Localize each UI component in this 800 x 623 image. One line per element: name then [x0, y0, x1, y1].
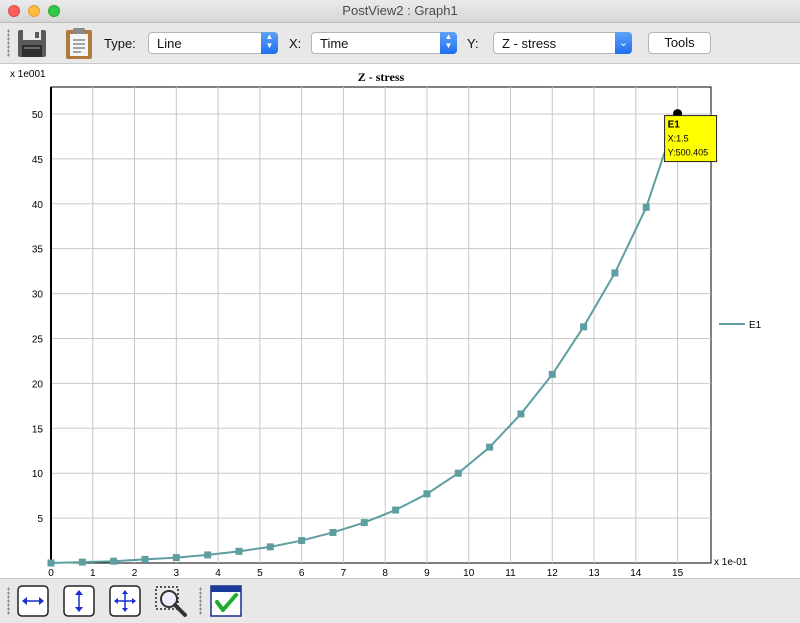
toolbar-grip[interactable]	[199, 587, 202, 615]
data-point-marker[interactable]	[486, 443, 494, 451]
magnifier-icon	[155, 586, 187, 617]
y-select[interactable]: Z - stress ⌄	[493, 32, 632, 54]
data-point-marker[interactable]	[423, 490, 431, 498]
toolbar-grip[interactable]	[7, 587, 10, 615]
x-tick-label: 9	[424, 568, 430, 578]
checkmark-icon	[210, 585, 242, 617]
y-select-value: Z - stress	[502, 36, 557, 51]
data-point-marker[interactable]	[611, 269, 619, 277]
x-tick-label: 6	[299, 568, 305, 578]
type-select[interactable]: Line ▲ ▼	[148, 32, 278, 54]
y-tick-label: 40	[32, 200, 44, 211]
save-button[interactable]	[15, 27, 49, 62]
data-point-marker[interactable]	[141, 555, 149, 563]
zoom-window-button[interactable]	[48, 5, 60, 17]
x-tick-label: 0	[48, 568, 54, 578]
x-tick-label: 14	[630, 568, 642, 578]
tooltip-series: E1	[668, 120, 681, 131]
data-point-marker[interactable]	[204, 551, 212, 559]
bottom-toolbar	[0, 578, 800, 623]
vertical-arrows-icon	[63, 585, 95, 617]
y-tick-label: 35	[32, 245, 44, 256]
legend-label: E1	[749, 320, 762, 331]
y-tick-label: 30	[32, 290, 44, 301]
x-tick-label: 10	[463, 568, 475, 578]
x-tick-label: 11	[505, 568, 516, 578]
x-tick-label: 8	[382, 568, 388, 578]
type-select-value: Line	[157, 36, 182, 51]
data-point-marker[interactable]	[298, 537, 306, 545]
minimize-window-button[interactable]	[28, 5, 40, 17]
y-tick-label: 20	[32, 379, 44, 390]
accept-button[interactable]	[210, 585, 242, 617]
data-point-marker[interactable]	[580, 323, 588, 331]
data-point-marker[interactable]	[329, 528, 337, 536]
x-tick-label: 2	[132, 568, 138, 578]
data-point-marker[interactable]	[392, 506, 400, 514]
floppy-disk-icon	[18, 30, 46, 57]
x-tick-label: 5	[257, 568, 263, 578]
updown-arrows-icon: ▲ ▼	[440, 32, 457, 54]
x-select-value: Time	[320, 36, 349, 51]
line-chart[interactable]: 0 1 2 3 4 5 6 7 8 9 10 11 12 13 14 15510152025303540455…	[0, 64, 800, 579]
data-point-marker[interactable]	[548, 370, 556, 378]
y-tick-label: 25	[32, 334, 44, 345]
x-label: X:	[289, 36, 302, 51]
type-label: Type:	[104, 36, 136, 51]
data-point-marker[interactable]	[110, 557, 118, 565]
y-tick-label: 5	[37, 514, 43, 525]
x-tick-label: 15	[672, 568, 684, 578]
copy-to-clipboard-button[interactable]	[62, 26, 96, 63]
x-tick-label: 12	[547, 568, 559, 578]
y-label: Y:	[467, 36, 479, 51]
window-title: PostView2 : Graph1	[342, 3, 458, 18]
top-toolbar: Type: Line ▲ ▼ X: Time ▲ ▼ Y: Z - stress ⌄…	[0, 23, 800, 64]
chart-title: Z - stress	[358, 70, 405, 84]
plot-frame	[50, 86, 712, 564]
x-tick-label: 3	[174, 568, 180, 578]
zoom-y-button[interactable]	[63, 585, 95, 617]
chevron-down-icon: ⌄	[615, 32, 632, 54]
horizontal-arrows-icon	[17, 585, 49, 617]
plot-area[interactable]: 0 1 2 3 4 5 6 7 8 9 10 11 12 13 14 15 5 10 15 20 25 30 35 40 45 5…	[0, 64, 800, 579]
x-tick-label: 4	[215, 568, 221, 578]
clipboard-icon	[66, 28, 92, 59]
tooltip-x: X:1.5	[668, 134, 689, 144]
close-window-button[interactable]	[8, 5, 20, 17]
updown-arrows-icon: ▲ ▼	[261, 32, 278, 54]
title-bar: PostView2 : Graph1	[0, 0, 800, 23]
data-point-marker[interactable]	[78, 558, 86, 566]
y-tick-label: 15	[32, 424, 44, 435]
x-scale-label: x 1e-01	[714, 557, 748, 568]
data-point-marker[interactable]	[47, 559, 55, 567]
zoom-fit-button[interactable]	[109, 585, 141, 617]
data-point-marker[interactable]	[360, 519, 368, 527]
toolbar-grip[interactable]	[7, 29, 10, 57]
y-tick-label: 45	[32, 155, 44, 166]
data-point-marker[interactable]	[172, 554, 180, 562]
tooltip-y: Y:500.405	[668, 148, 709, 158]
data-point-marker[interactable]	[517, 410, 525, 418]
zoom-x-button[interactable]	[17, 585, 49, 617]
data-point-marker[interactable]	[454, 469, 462, 477]
y-tick-label: 10	[32, 469, 44, 480]
x-tick-label: 13	[588, 568, 600, 578]
data-point-marker[interactable]	[235, 547, 243, 555]
data-point-marker[interactable]	[266, 543, 274, 551]
data-point-marker[interactable]	[642, 203, 650, 211]
zoom-rect-button[interactable]	[154, 585, 187, 617]
tools-button[interactable]: Tools	[648, 32, 711, 54]
x-select[interactable]: Time ▲ ▼	[311, 32, 457, 54]
data-tooltip	[664, 115, 718, 163]
four-way-arrows-icon	[109, 585, 141, 617]
x-tick-label: 1	[90, 568, 96, 578]
x-tick-label: 7	[341, 568, 347, 578]
y-tick-label: 50	[32, 110, 44, 121]
y-scale-label: x 1e001	[10, 69, 46, 80]
